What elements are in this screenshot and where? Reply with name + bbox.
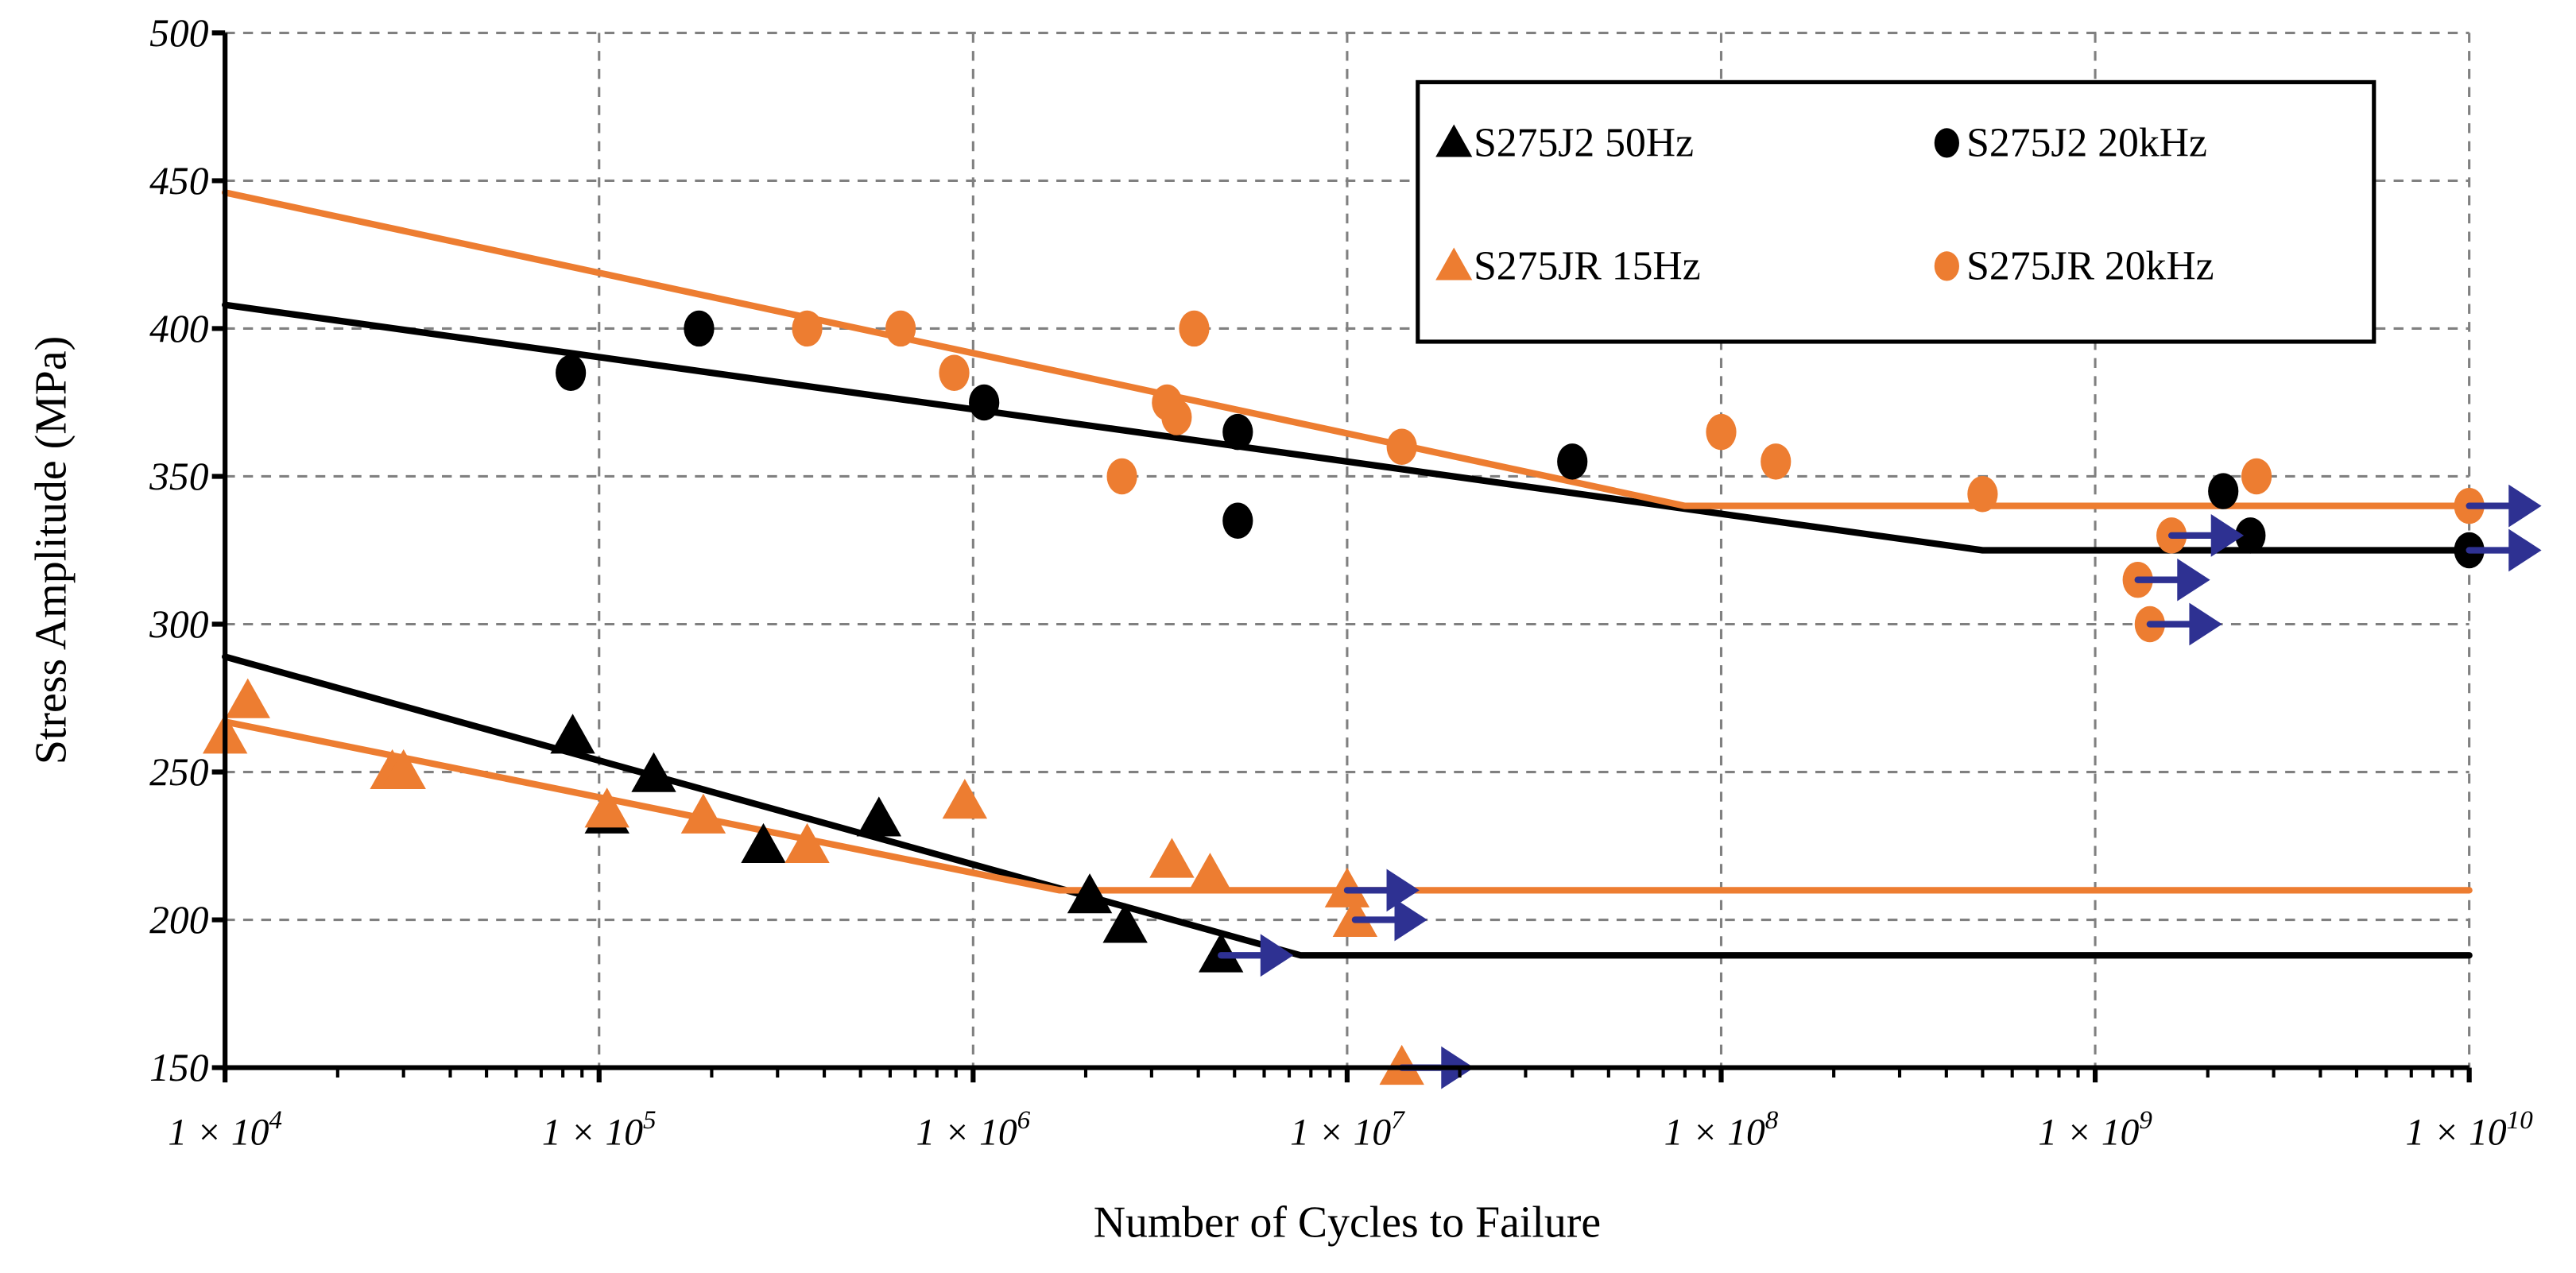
triangle-marker xyxy=(225,678,270,718)
fit-line xyxy=(222,189,2473,509)
legend-marker xyxy=(1435,124,1473,157)
circle-marker xyxy=(1222,413,1253,451)
triangle-marker xyxy=(584,787,629,828)
axes: 150 200 250 300 350 400 450 500 1 × 104 1 × 105 1 … xyxy=(149,11,2533,1154)
x-tick-label: 1 × 104 xyxy=(168,1106,282,1154)
circle-marker xyxy=(2241,458,2272,495)
circle-marker xyxy=(1761,443,1792,480)
triangle-marker xyxy=(1067,873,1113,914)
legend-marker xyxy=(1934,251,1959,281)
data-points xyxy=(202,310,2542,1089)
circle-marker xyxy=(1706,413,1737,451)
triangle-marker xyxy=(1149,838,1195,878)
y-tick-label: 350 xyxy=(149,455,209,498)
triangle-marker xyxy=(550,714,595,754)
x-axis-label: Number of Cycles to Failure xyxy=(1094,1198,1601,1247)
x-tick-label: 1 × 107 xyxy=(1290,1106,1405,1154)
triangle-marker xyxy=(741,822,786,864)
circle-marker xyxy=(2208,473,2239,509)
legend: S275J2 50Hz S275J2 20kHz S275JR 15Hz S275JR… xyxy=(1416,79,2377,344)
triangle-marker xyxy=(1102,903,1148,943)
triangle-marker xyxy=(856,796,902,837)
legend-marker xyxy=(1934,128,1959,158)
fit-line xyxy=(222,718,2473,894)
circle-marker xyxy=(885,310,916,347)
circle-marker xyxy=(1557,443,1588,480)
runout-arrow-icon xyxy=(1260,934,1294,977)
y-tick-label: 150 xyxy=(149,1046,209,1089)
circle-marker xyxy=(2235,517,2266,554)
x-tick-label: 1 × 108 xyxy=(1664,1106,1779,1154)
triangle-marker xyxy=(784,822,830,864)
y-tick-label: 200 xyxy=(149,898,209,942)
triangle-marker xyxy=(1187,853,1233,893)
y-axis-label: Stress Amplitude (MPa) xyxy=(27,336,76,764)
legend-label: S275J2 50Hz xyxy=(1474,120,1694,165)
x-tick-label: 1 × 105 xyxy=(542,1106,657,1154)
fit-line xyxy=(222,653,2473,959)
circle-marker xyxy=(939,354,970,391)
y-tick-label: 500 xyxy=(149,11,209,55)
y-tick-label: 450 xyxy=(149,159,209,203)
runout-arrow-icon xyxy=(2189,602,2222,646)
circle-marker xyxy=(792,310,823,347)
runout-arrow-icon xyxy=(2177,558,2210,602)
y-tick-label: 300 xyxy=(149,602,209,646)
circle-marker xyxy=(684,310,715,347)
x-tick-label: 1 × 109 xyxy=(2038,1106,2152,1154)
triangle-marker xyxy=(942,779,988,819)
legend-box xyxy=(1416,79,2377,344)
x-tick-label: 1 × 1010 xyxy=(2406,1106,2534,1154)
runout-arrow-icon xyxy=(2508,528,2542,572)
legend-label: S275J2 20kHz xyxy=(1966,120,2207,165)
y-tick-label: 250 xyxy=(149,750,209,794)
runout-arrow-icon xyxy=(1394,898,1427,942)
circle-marker xyxy=(1106,458,1137,495)
legend-marker xyxy=(1435,247,1473,281)
legend-label: S275JR 20kHz xyxy=(1966,243,2214,288)
fit-line xyxy=(222,301,2473,554)
x-tick-label: 1 × 106 xyxy=(916,1106,1030,1154)
triangle-marker xyxy=(680,793,726,834)
fit-lines xyxy=(222,189,2473,959)
triangle-marker xyxy=(631,752,676,792)
circle-marker xyxy=(1386,428,1417,466)
circle-marker xyxy=(556,354,587,391)
circle-marker xyxy=(1222,502,1253,540)
legend-label: S275JR 15Hz xyxy=(1474,243,1701,288)
circle-marker xyxy=(969,384,1000,421)
y-tick-label: 400 xyxy=(149,307,209,350)
circle-marker xyxy=(1967,476,1998,513)
circle-marker xyxy=(1161,399,1192,435)
triangle-marker xyxy=(381,749,426,790)
runout-arrow-icon xyxy=(2210,514,2245,557)
runout-arrow-icon xyxy=(2508,484,2542,528)
circle-marker xyxy=(1179,310,1210,347)
